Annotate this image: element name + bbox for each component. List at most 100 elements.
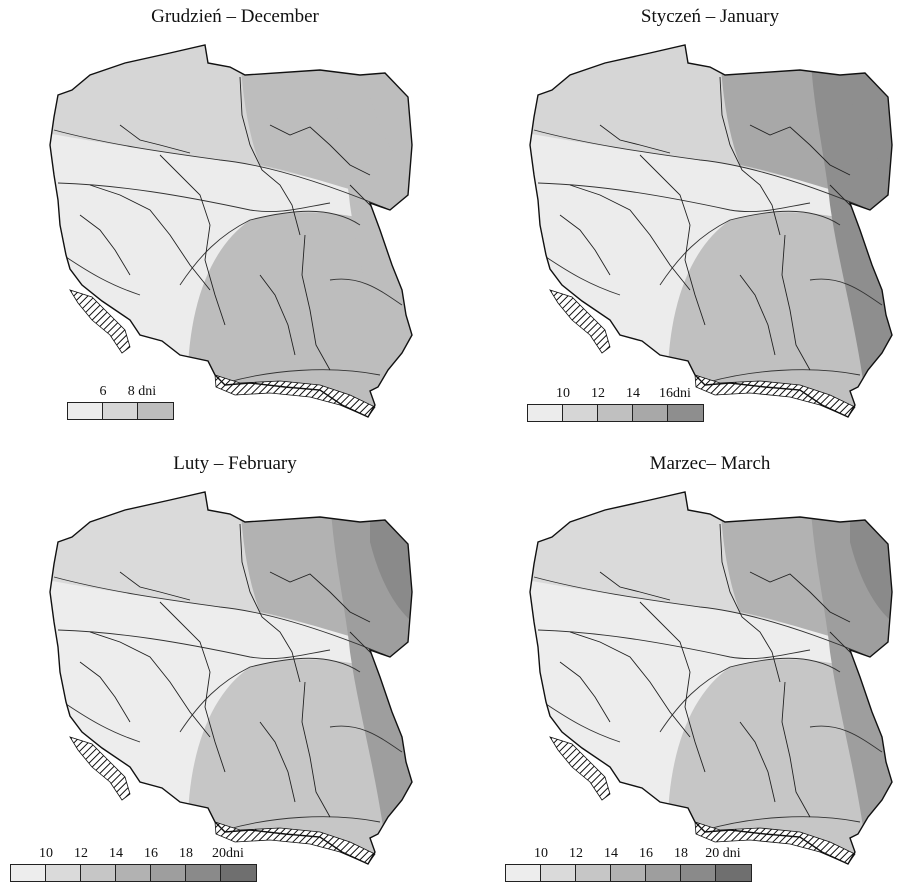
legend-swatch <box>668 405 703 421</box>
river-line <box>239 523 301 683</box>
isoline <box>533 576 871 658</box>
legend-label: 14 <box>109 846 123 861</box>
river-line <box>89 184 211 291</box>
river-line <box>119 124 191 154</box>
isoline <box>179 657 361 733</box>
panel-title-january: Styczeń – January <box>640 6 780 27</box>
isoline <box>537 182 811 213</box>
map-january <box>529 44 893 418</box>
panel-title-march: Marzec– March <box>649 453 771 474</box>
isoline <box>545 703 621 743</box>
legend-swatch <box>598 405 633 421</box>
river-line <box>119 571 191 601</box>
isoline <box>53 129 391 211</box>
legend-swatch <box>716 865 751 881</box>
legend-swatch <box>528 405 563 421</box>
legend-december: 6 8 dni <box>67 384 174 420</box>
panel-title-february: Luty – February <box>173 453 297 474</box>
legend-label: 10 <box>39 846 53 861</box>
river-line <box>269 571 371 623</box>
legend-swatch <box>151 865 186 881</box>
river-line <box>239 76 301 236</box>
river-line <box>559 661 611 723</box>
river-line <box>159 154 226 326</box>
legend-swatch <box>221 865 256 881</box>
isoline <box>53 576 391 658</box>
legend-swatch <box>81 865 116 881</box>
isoline <box>179 210 361 286</box>
legend-swatch <box>681 865 716 881</box>
legend-swatch <box>186 865 221 881</box>
legend-march: 10 12 14 16 18 20 dni <box>505 846 752 882</box>
legend-swatch <box>11 865 46 881</box>
legend-swatch <box>116 865 151 881</box>
river-line <box>269 124 371 176</box>
legend-label: 18 <box>674 846 688 861</box>
river-line <box>719 76 781 236</box>
map-december <box>49 44 413 418</box>
isoline <box>224 369 381 384</box>
isoline <box>704 369 861 384</box>
legend-swatch <box>646 865 681 881</box>
legend-label: 14 <box>604 846 618 861</box>
legend-swatch <box>611 865 646 881</box>
legend-swatches <box>505 864 752 882</box>
legend-swatch <box>506 865 541 881</box>
isoline <box>65 256 141 296</box>
river-line <box>259 274 296 356</box>
legend-swatch <box>563 405 598 421</box>
isoline <box>329 278 403 306</box>
isoline <box>537 629 811 660</box>
isoline <box>533 129 871 211</box>
map-march <box>529 491 893 865</box>
legend-label: 18 <box>179 846 193 861</box>
legend-label: 12 <box>591 386 605 401</box>
legend-swatch <box>46 865 81 881</box>
isoline <box>809 278 883 306</box>
isoline <box>809 725 883 753</box>
river-line <box>739 274 776 356</box>
isoline <box>659 210 841 286</box>
isoline <box>57 629 331 660</box>
legend-swatches <box>527 404 704 422</box>
river-line <box>639 154 706 326</box>
river-line <box>749 571 851 623</box>
river-line <box>301 234 331 371</box>
legend-label: 12 <box>74 846 88 861</box>
legend-swatch <box>576 865 611 881</box>
isoline <box>57 182 331 213</box>
river-line <box>639 601 706 773</box>
panel-title-december: Grudzień – December <box>151 6 319 27</box>
isoline <box>704 816 861 831</box>
river-line <box>719 523 781 683</box>
river-line <box>781 234 811 371</box>
legend-swatch <box>103 403 138 419</box>
river-line <box>159 601 226 773</box>
legend-label: 10 <box>556 386 570 401</box>
isoline <box>224 816 381 831</box>
river-line <box>569 631 691 738</box>
legend-label: 16 <box>639 846 653 861</box>
river-line <box>599 124 671 154</box>
river-line <box>569 184 691 291</box>
legend-label: 10 <box>534 846 548 861</box>
river-line <box>301 681 331 818</box>
isoline <box>329 725 403 753</box>
river-line <box>89 631 211 738</box>
river-line <box>559 214 611 276</box>
legend-swatches <box>10 864 257 882</box>
legend-label: 20 dni <box>705 846 741 861</box>
legend-swatch <box>68 403 103 419</box>
legend-label: 14 <box>626 386 640 401</box>
legend-swatch <box>138 403 173 419</box>
river-line <box>79 661 131 723</box>
legend-label: 12 <box>569 846 583 861</box>
legend-label: 16dni <box>659 386 691 401</box>
legend-label: 6 <box>99 384 107 399</box>
country-border <box>49 44 413 418</box>
river-line <box>259 721 296 803</box>
river-line <box>781 681 811 818</box>
river-line <box>739 721 776 803</box>
legend-swatch <box>633 405 668 421</box>
legend-february: 10 12 14 16 18 20dni <box>10 846 257 882</box>
